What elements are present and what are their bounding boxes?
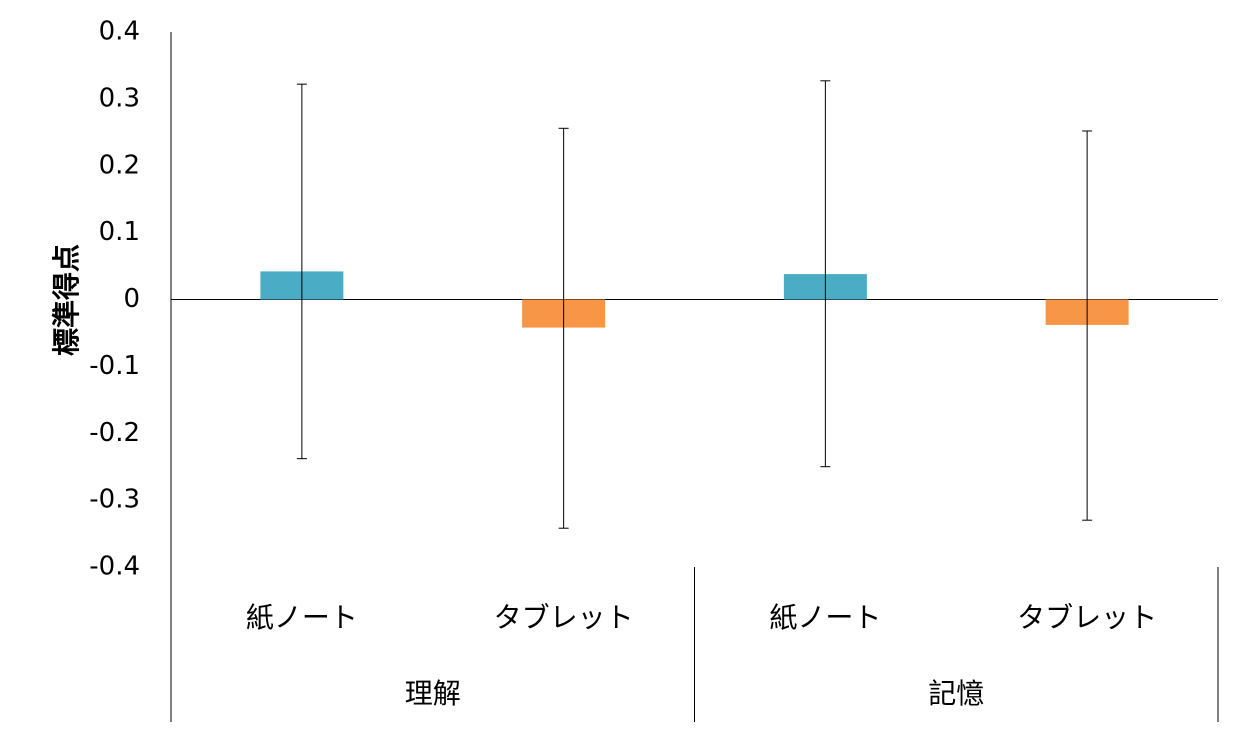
- y-tick-label: 0.1: [99, 217, 140, 247]
- y-axis-label-group: 標準得点: [50, 244, 83, 356]
- axes: [170, 32, 1219, 722]
- group-labels: 理解 記憶: [405, 677, 985, 710]
- y-tick-label: -0.2: [89, 418, 140, 448]
- group-label: 記憶: [928, 677, 984, 710]
- y-tick-label: -0.1: [89, 351, 140, 381]
- y-tick-label: 0.3: [99, 83, 140, 113]
- y-tick-label: -0.4: [89, 552, 140, 582]
- category-label: 紙ノート: [769, 601, 881, 634]
- category-label: タブレット: [494, 601, 634, 634]
- group-label: 理解: [405, 677, 461, 710]
- y-tick-label: 0.2: [99, 150, 140, 180]
- y-tick-label: -0.3: [89, 485, 140, 515]
- y-tick-label: 0: [123, 284, 140, 314]
- category-label: 紙ノート: [246, 601, 358, 634]
- y-tick-label: 0.4: [99, 17, 140, 47]
- y-axis-label: 標準得点: [50, 244, 83, 356]
- error-bars: [296, 80, 1093, 529]
- category-labels: 紙ノート タブレット 紙ノート タブレット: [246, 601, 1157, 634]
- category-label: タブレット: [1017, 601, 1157, 634]
- y-tick-labels: 0.4 0.3 0.2 0.1 0 -0.1 -0.2 -0.3 -0.4: [89, 17, 140, 582]
